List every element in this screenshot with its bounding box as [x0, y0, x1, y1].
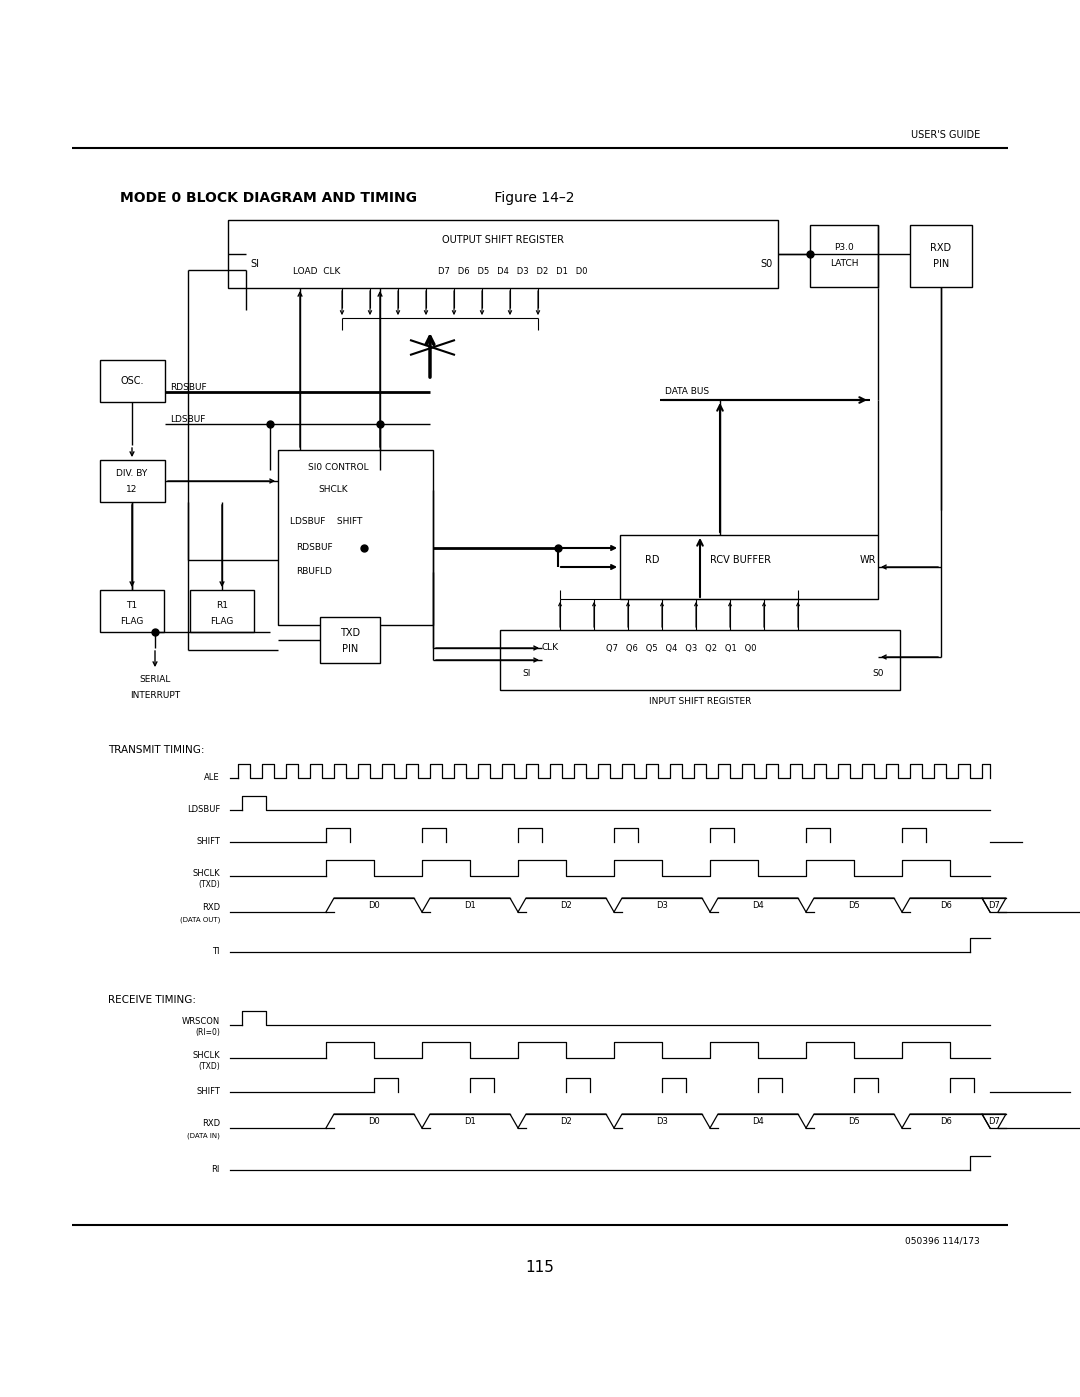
Bar — [190, 590, 254, 631]
Text: FLAG: FLAG — [211, 616, 233, 626]
Text: WR: WR — [860, 555, 877, 564]
Text: D1: D1 — [464, 1116, 476, 1126]
Text: SHCLK: SHCLK — [192, 869, 220, 877]
Text: (RI=0): (RI=0) — [195, 1028, 220, 1038]
Bar — [100, 460, 165, 502]
Text: D4: D4 — [752, 1116, 764, 1126]
Text: 050396 114/173: 050396 114/173 — [905, 1236, 980, 1245]
Text: D0: D0 — [368, 901, 380, 909]
Text: S0: S0 — [760, 258, 772, 270]
Text: MODE 0 BLOCK DIAGRAM AND TIMING: MODE 0 BLOCK DIAGRAM AND TIMING — [120, 191, 417, 205]
Text: WRSCON: WRSCON — [181, 1017, 220, 1025]
Polygon shape — [237, 249, 256, 265]
Text: PIN: PIN — [933, 258, 949, 270]
Text: D7   D6   D5   D4   D3   D2   D1   D0: D7 D6 D5 D4 D3 D2 D1 D0 — [438, 267, 588, 277]
Text: D2: D2 — [561, 901, 572, 909]
Text: SHIFT: SHIFT — [197, 837, 220, 847]
Text: D6: D6 — [940, 901, 951, 909]
Text: DIV. BY: DIV. BY — [117, 469, 148, 479]
Text: D7: D7 — [988, 1116, 1000, 1126]
Text: D5: D5 — [848, 901, 860, 909]
Text: LDSBUF: LDSBUF — [187, 806, 220, 814]
Bar — [228, 219, 778, 288]
Text: RI: RI — [212, 1165, 220, 1175]
Text: LATCH: LATCH — [829, 260, 859, 268]
Text: RXD: RXD — [202, 902, 220, 911]
Text: SI: SI — [249, 258, 259, 270]
Text: SERIAL: SERIAL — [139, 676, 171, 685]
Text: (TXD): (TXD) — [199, 1062, 220, 1070]
Text: OSC.: OSC. — [120, 376, 144, 386]
Text: PIN: PIN — [342, 644, 359, 654]
Text: SI0 CONTROL: SI0 CONTROL — [308, 464, 368, 472]
Text: 115: 115 — [526, 1260, 554, 1275]
Text: SHCLK: SHCLK — [318, 486, 348, 495]
Text: LDSBUF: LDSBUF — [170, 415, 205, 425]
Text: P3.0: P3.0 — [834, 243, 854, 253]
Text: RDSBUF: RDSBUF — [296, 543, 333, 552]
Text: RD: RD — [645, 555, 660, 564]
Text: T1: T1 — [126, 602, 137, 610]
Text: D4: D4 — [752, 901, 764, 909]
Bar — [500, 630, 900, 690]
Text: D7: D7 — [988, 901, 1000, 909]
Text: OUTPUT SHIFT REGISTER: OUTPUT SHIFT REGISTER — [442, 235, 564, 244]
Text: LOAD  CLK: LOAD CLK — [293, 267, 340, 277]
Text: ALE: ALE — [204, 774, 220, 782]
Text: S0: S0 — [872, 669, 883, 679]
Text: RBUFLD: RBUFLD — [296, 567, 332, 577]
Text: Q7   Q6   Q5   Q4   Q3   Q2   Q1   Q0: Q7 Q6 Q5 Q4 Q3 Q2 Q1 Q0 — [606, 644, 756, 652]
Text: RXD: RXD — [202, 1119, 220, 1127]
Text: RECEIVE TIMING:: RECEIVE TIMING: — [108, 995, 195, 1004]
Text: D6: D6 — [940, 1116, 951, 1126]
Text: RXD: RXD — [931, 243, 951, 253]
Text: Figure 14–2: Figure 14–2 — [490, 191, 575, 205]
Bar — [100, 590, 164, 631]
Text: R1: R1 — [216, 602, 228, 610]
Text: (DATA IN): (DATA IN) — [187, 1133, 220, 1139]
Text: SI: SI — [522, 669, 530, 679]
Text: DATA BUS: DATA BUS — [665, 387, 710, 397]
Bar — [100, 360, 165, 402]
Text: D2: D2 — [561, 1116, 572, 1126]
Text: LDSBUF    SHIFT: LDSBUF SHIFT — [291, 517, 363, 527]
Text: (TXD): (TXD) — [199, 880, 220, 888]
Text: RCV BUFFER: RCV BUFFER — [710, 555, 771, 564]
Text: (DATA OUT): (DATA OUT) — [179, 916, 220, 923]
Text: SHCLK: SHCLK — [192, 1051, 220, 1059]
Text: TI: TI — [213, 947, 220, 957]
Text: INTERRUPT: INTERRUPT — [130, 690, 180, 700]
Bar — [910, 225, 972, 286]
Text: D0: D0 — [368, 1116, 380, 1126]
Text: CLK: CLK — [542, 644, 559, 652]
Bar — [320, 617, 380, 664]
Text: D3: D3 — [656, 901, 667, 909]
Text: D5: D5 — [848, 1116, 860, 1126]
Text: D3: D3 — [656, 1116, 667, 1126]
Bar — [278, 450, 433, 624]
Text: TXD: TXD — [340, 629, 360, 638]
Text: SHIFT: SHIFT — [197, 1087, 220, 1097]
Text: USER'S GUIDE: USER'S GUIDE — [910, 130, 980, 140]
Bar — [810, 225, 878, 286]
Text: 12: 12 — [126, 486, 137, 495]
Bar — [620, 535, 878, 599]
Text: INPUT SHIFT REGISTER: INPUT SHIFT REGISTER — [649, 697, 752, 707]
Text: FLAG: FLAG — [120, 616, 144, 626]
Text: D1: D1 — [464, 901, 476, 909]
Text: RDSBUF: RDSBUF — [170, 384, 206, 393]
Text: TRANSMIT TIMING:: TRANSMIT TIMING: — [108, 745, 204, 754]
